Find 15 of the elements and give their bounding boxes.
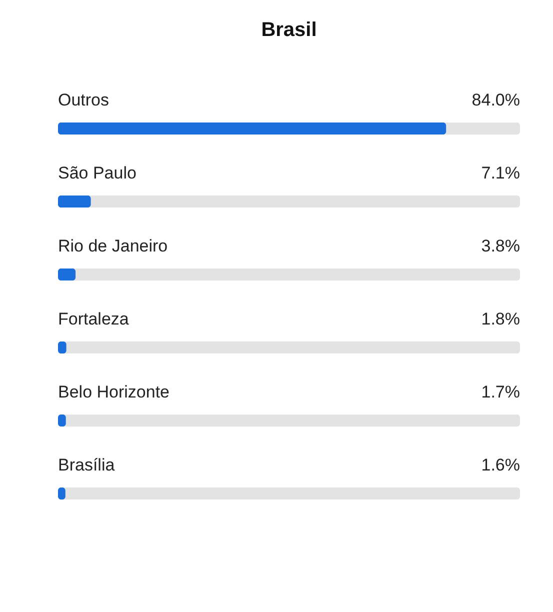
data-label: 1.7% — [481, 382, 520, 402]
data-label: 3.8% — [481, 236, 520, 256]
y-tick-label: Belo Horizonte — [58, 382, 170, 402]
data-label: 84.0% — [472, 90, 520, 110]
y-tick-label: Fortaleza — [58, 310, 130, 328]
data-label: 7.1% — [481, 164, 520, 182]
y-tick-label: Outros — [58, 90, 110, 110]
chart-title: Brasil — [261, 19, 317, 41]
y-tick-label: Brasília — [58, 456, 116, 474]
y-tick-label: São Paulo — [58, 164, 136, 182]
y-tick-label: Rio de Janeiro — [58, 236, 168, 256]
data-label: 1.8% — [481, 310, 520, 328]
bar — [58, 196, 91, 208]
data-label: 1.6% — [481, 456, 520, 474]
bar — [58, 268, 76, 280]
